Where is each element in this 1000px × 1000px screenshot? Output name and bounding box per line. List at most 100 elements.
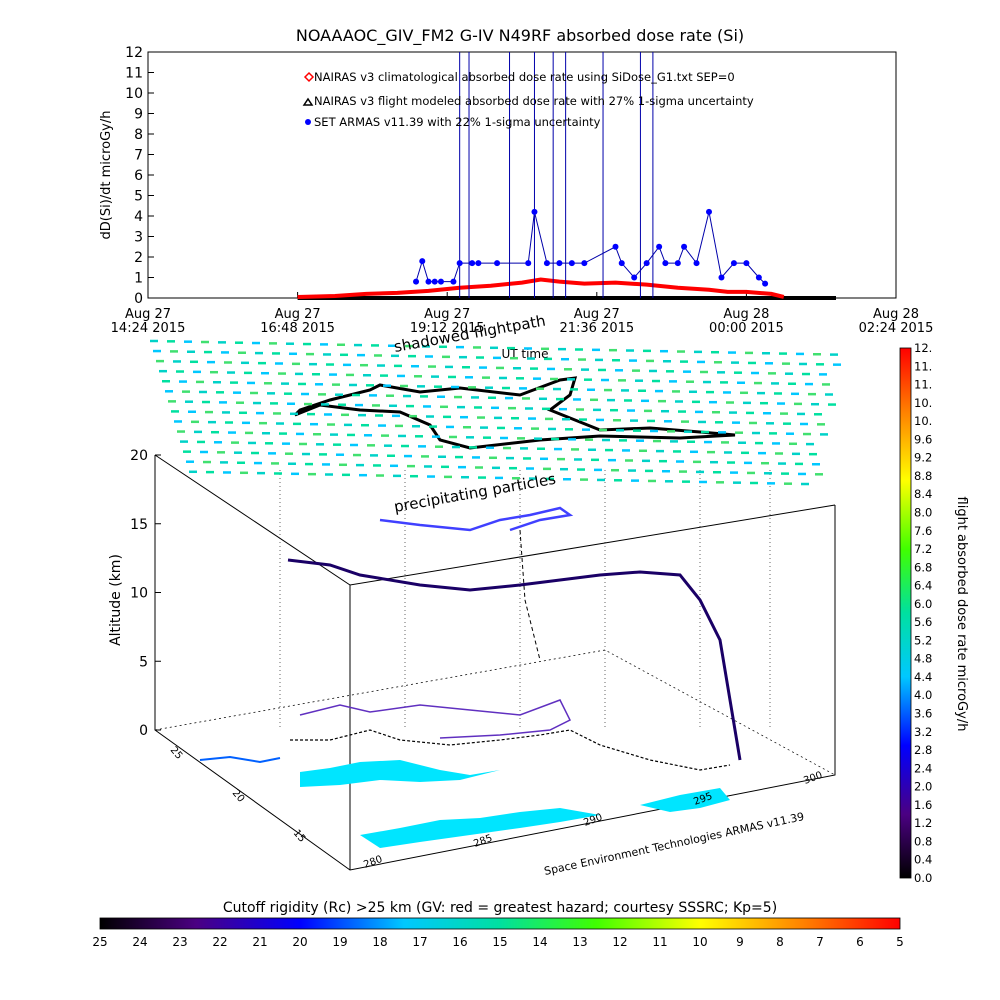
x-tick-label-time: 02:24 2015 xyxy=(859,321,934,336)
dose-colorbar-label: 0.0 xyxy=(914,871,932,885)
shadow-flight-path xyxy=(293,376,736,450)
dose-colorbar-label: 1.2 xyxy=(914,816,932,830)
armas-point xyxy=(456,260,463,267)
armas-point xyxy=(419,258,426,265)
dose-colorbar-label: 4.0 xyxy=(914,688,932,702)
rigidity-colorbar-label: 22 xyxy=(212,935,227,949)
dose-colorbar xyxy=(899,347,912,879)
x-tick-label-time: 19:12 2015 xyxy=(410,321,485,336)
x-tick-label-date: Aug 27 xyxy=(125,307,171,322)
rigidity-colorbar-label: 20 xyxy=(292,935,307,949)
legend-label-2: SET ARMAS v11.39 with 22% 1-sigma uncert… xyxy=(314,115,601,129)
dose-colorbar-label: 3.6 xyxy=(914,707,932,721)
rigidity-colorbar-label: 19 xyxy=(332,935,347,949)
x-tick-label-date: Aug 28 xyxy=(723,307,769,322)
latitude-tick-label: 20 xyxy=(230,788,247,805)
rigidity-colorbar-label: 10 xyxy=(692,935,707,949)
armas-point xyxy=(475,260,482,267)
legend: NAIRAS v3 climatological absorbed dose r… xyxy=(302,70,754,129)
armas-point xyxy=(568,260,575,267)
rigidity-colorbar-label: 8 xyxy=(776,935,784,949)
dose-colorbar-label: 6.0 xyxy=(914,597,932,611)
land-mass-2 xyxy=(360,808,600,848)
armas-point xyxy=(556,260,563,267)
precipitating-particles-field xyxy=(150,339,841,486)
rigidity-colorbar xyxy=(99,917,901,930)
armas-point xyxy=(643,260,650,267)
armas-point xyxy=(413,278,420,285)
armas-point xyxy=(494,260,501,267)
armas-point xyxy=(450,278,457,285)
flight-track-upper xyxy=(379,506,574,532)
longitude-tick-label: 285 xyxy=(472,833,494,850)
armas-point xyxy=(581,260,588,267)
dose-colorbar-label: 10. xyxy=(914,414,932,428)
armas-point xyxy=(469,260,476,267)
dose-colorbar-label: 7.2 xyxy=(914,542,932,556)
rigidity-colorbar-label: 25 xyxy=(92,935,107,949)
dose-colorbar-label: 2.0 xyxy=(914,780,932,794)
x-tick-label-time: 00:00 2015 xyxy=(709,321,784,336)
y-tick-label: 12 xyxy=(125,45,143,61)
dose-colorbar-label: 7.6 xyxy=(914,524,932,538)
dose-colorbar-label: 6.8 xyxy=(914,560,932,574)
dose-colorbar-label: 1.6 xyxy=(914,798,932,812)
rigidity-colorbar-label: 18 xyxy=(372,935,387,949)
rigidity-colorbar-label: 13 xyxy=(572,935,587,949)
armas-point xyxy=(431,278,438,285)
dose-colorbar-label: 6.4 xyxy=(914,579,932,593)
armas-point xyxy=(631,274,638,281)
y-tick-label: 6 xyxy=(134,168,143,184)
rigidity-colorbar-label: 21 xyxy=(252,935,267,949)
series-armas-line xyxy=(415,211,766,285)
altitude-tick-label: 15 xyxy=(130,517,148,533)
y-tick-label: 10 xyxy=(125,86,143,102)
x-tick-label-date: Aug 27 xyxy=(574,307,620,322)
latitude-tick-label: 15 xyxy=(291,828,308,845)
dose-colorbar-label: 4.4 xyxy=(914,670,932,684)
armas-point xyxy=(755,274,762,281)
x-tick-label-date: Aug 27 xyxy=(424,307,470,322)
armas-point xyxy=(525,260,532,267)
longitude-tick-label: 280 xyxy=(362,854,384,871)
altitude-tick-label: 20 xyxy=(130,448,148,464)
legend-label-0: NAIRAS v3 climatological absorbed dose r… xyxy=(314,70,735,84)
armas-point xyxy=(612,243,619,250)
rigidity-colorbar-label: 17 xyxy=(412,935,427,949)
series-climatological xyxy=(297,277,785,299)
box-top-edges xyxy=(154,454,836,586)
coast-fragment xyxy=(199,755,281,764)
dose-colorbar-label: 8.0 xyxy=(914,505,932,519)
altitude-tick-label: 10 xyxy=(130,586,148,602)
dose-colorbar-label: 11. xyxy=(914,378,932,392)
rigidity-colorbar-label: 15 xyxy=(492,935,507,949)
top-series-group xyxy=(297,52,836,300)
armas-point xyxy=(743,260,750,267)
x-tick-label-time: 14:24 2015 xyxy=(111,321,186,336)
top-plot-frame xyxy=(147,51,897,299)
x-tick-label-time: 21:36 2015 xyxy=(559,321,634,336)
dose-colorbar-label: 8.4 xyxy=(914,487,932,501)
dose-colorbar-ticks: 0.0 0.4 0.8 1.2 1.6 2.0 2.4 2.8 3.2 3.6 4.0 4.4 4.8 5… xyxy=(914,341,932,885)
dose-colorbar-label: 3.2 xyxy=(914,725,932,739)
armas-point xyxy=(730,260,737,267)
dose-colorbar-label: 9.2 xyxy=(914,451,932,465)
armas-point xyxy=(674,260,681,267)
rigidity-colorbar-label: 14 xyxy=(532,935,547,949)
y-tick-label: 7 xyxy=(134,148,143,164)
land-mass-1 xyxy=(300,760,500,787)
rigidity-colorbar-ticks: 25 24 23 22 21 20 19 18 17 16 15 14 13 12 11 10 9 8 7 6 5 xyxy=(92,935,903,949)
rigidity-colorbar-label: 11 xyxy=(652,935,667,949)
x-tick-label-date: Aug 28 xyxy=(873,307,919,322)
rigidity-colorbar-label: 12 xyxy=(612,935,627,949)
rigidity-colorbar-label: 9 xyxy=(736,935,744,949)
rigidity-colorbar-label: 24 xyxy=(132,935,147,949)
armas-point xyxy=(531,208,538,215)
y-tick-label: 0 xyxy=(134,291,143,307)
dose-colorbar-label: 12. xyxy=(914,341,932,355)
x-tick-label-date: Aug 27 xyxy=(275,307,321,322)
